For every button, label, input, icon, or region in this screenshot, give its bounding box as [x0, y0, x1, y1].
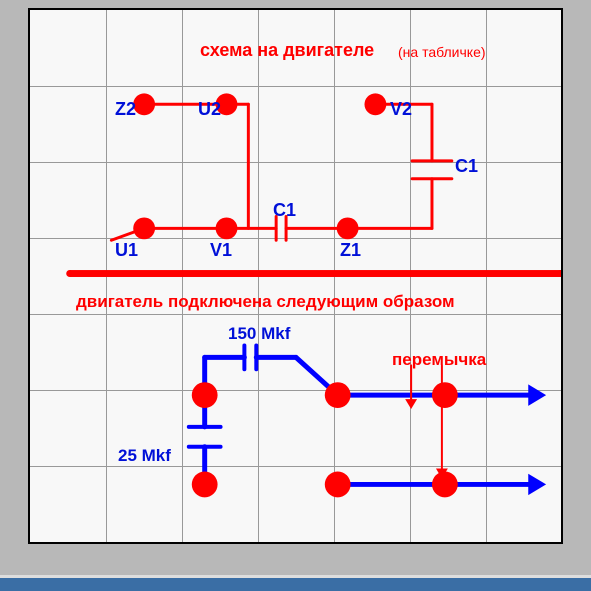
diagram-canvas: Z2 U2 V2 U1 V1 Z1 C1 C1 схема на двигателе (на та… [28, 8, 563, 544]
middle-text: двигатель подключена следующим образом [76, 292, 455, 312]
terminal-label-V1: V1 [210, 240, 232, 261]
terminal-label-U1: U1 [115, 240, 138, 261]
title-main: схема на двигателе [200, 40, 374, 61]
jumper-label: перемычка [392, 350, 486, 370]
terminal-label-U2: U2 [198, 99, 221, 120]
cap-label-c1-mid: C1 [273, 200, 296, 221]
terminal-label-Z2: Z2 [115, 99, 136, 120]
terminal-label-Z1: Z1 [340, 240, 361, 261]
cap-label-c1-right: C1 [455, 156, 478, 177]
bottom-bar [0, 575, 591, 591]
title-sub: (на табличке) [398, 44, 486, 60]
cap-top-label: 150 Mkf [228, 324, 290, 344]
circuit-svg [30, 10, 561, 542]
terminal-label-V2: V2 [390, 99, 412, 120]
cap-left-label: 25 Mkf [118, 446, 171, 466]
